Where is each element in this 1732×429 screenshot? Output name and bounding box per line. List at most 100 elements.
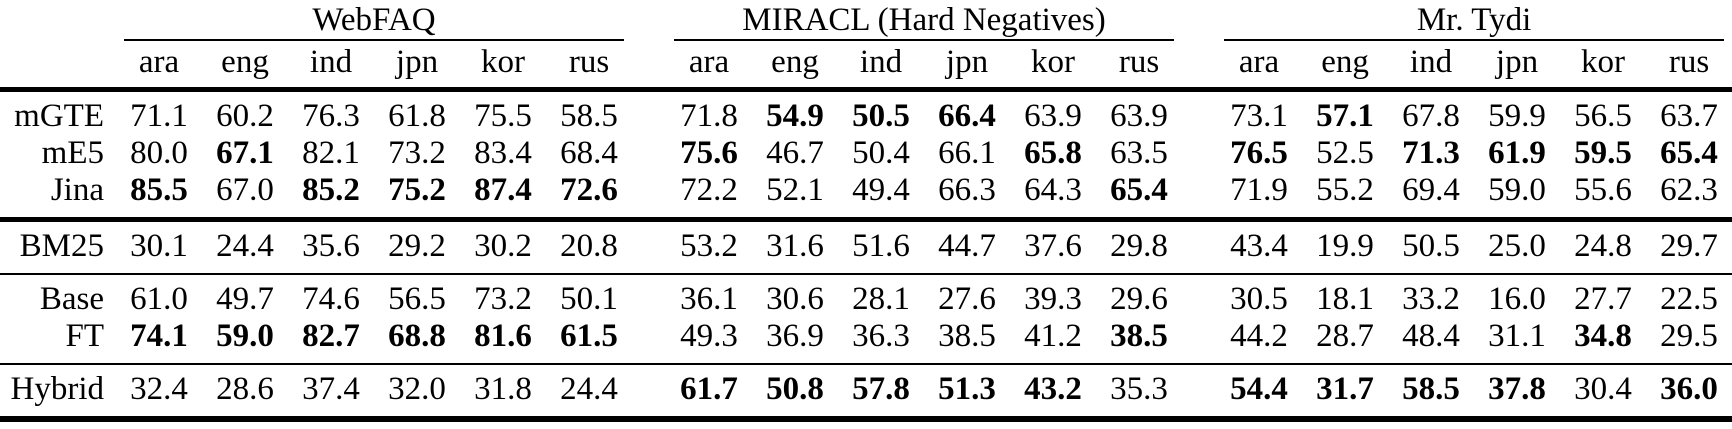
cell-base-webfaq-jpn: 56.5 — [388, 281, 446, 317]
col-header-webfaq-ind: ind — [288, 41, 374, 92]
cell-mgte-mr-tydi-kor: 56.5 — [1574, 98, 1632, 134]
cell-bm25-mr-tydi-kor: 24.8 — [1560, 219, 1647, 275]
corner-cell — [0, 1, 116, 41]
group-title-mr-tydi: Mr. Tydi — [1216, 1, 1732, 41]
col-header-webfaq-jpn: jpn — [374, 41, 460, 92]
cell-me5-miracl-hard-negatives-rus: 63.5 — [1110, 135, 1168, 171]
col-header-mr-tydi-jpn: jpn — [1474, 41, 1561, 92]
cell-base-webfaq-kor: 73.2 — [474, 281, 532, 317]
cell-ft-mr-tydi-ind: 48.4 — [1388, 318, 1475, 365]
group-gap — [632, 219, 666, 275]
cell-hybrid-miracl-hard-negatives-rus: 35.3 — [1096, 364, 1183, 422]
cell-me5-webfaq-ind: 82.1 — [302, 135, 360, 171]
section-multilingual-dense-retrievers: mGTE 71.1 60.2 76.3 61.8 75.5 58.5 71.8 54.9 50.5… — [0, 90, 1732, 222]
cell-mgte-mr-tydi-jpn: 59.9 — [1488, 98, 1546, 134]
cell-jina-miracl-hard-negatives-ind: 49.4 — [838, 172, 924, 222]
cell-jina-miracl-hard-negatives-kor: 64.3 — [1010, 172, 1096, 222]
cell-jina-miracl-hard-negatives-eng: 52.1 — [752, 172, 838, 222]
row-label-me5: mE5 — [41, 135, 104, 171]
cell-hybrid-miracl-hard-negatives-ind: 57.8 — [838, 364, 924, 422]
cell-ft-mr-tydi-ara: 44.2 — [1216, 318, 1303, 365]
cell-base-webfaq-rus: 50.1 — [560, 281, 618, 317]
cell-jina-mr-tydi-jpn: 59.0 — [1474, 172, 1561, 222]
col-header-miracl-hard-negatives-kor: kor — [1010, 41, 1096, 92]
cell-jina-miracl-hard-negatives-ara: 72.2 — [666, 172, 752, 222]
row-label-bm25: BM25 — [0, 219, 116, 275]
cell-mgte-miracl-hard-negatives-jpn: 66.4 — [938, 98, 996, 134]
cell-ft-webfaq-eng: 59.0 — [202, 318, 288, 365]
cell-ft-miracl-hard-negatives-ara: 49.3 — [666, 318, 752, 365]
row-label-ft: FT — [0, 318, 116, 365]
cell-hybrid-webfaq-kor: 31.8 — [460, 364, 546, 422]
cell-jina-mr-tydi-eng: 55.2 — [1302, 172, 1389, 222]
col-header-mr-tydi-ind: ind — [1388, 41, 1475, 92]
cell-me5-mr-tydi-rus: 65.4 — [1660, 135, 1718, 171]
cell-bm25-miracl-hard-negatives-kor: 37.6 — [1010, 219, 1096, 275]
cell-ft-miracl-hard-negatives-eng: 36.9 — [752, 318, 838, 365]
cell-bm25-webfaq-ind: 35.6 — [288, 219, 374, 275]
cell-jina-mr-tydi-kor: 55.6 — [1560, 172, 1647, 222]
table-row-bm25: BM25 30.1 24.4 35.6 29.2 30.2 20.8 53.2 31.6 51.6… — [0, 219, 1732, 275]
cell-base-mr-tydi-ind: 33.2 — [1402, 281, 1460, 317]
cell-bm25-webfaq-kor: 30.2 — [460, 219, 546, 275]
col-header-webfaq-rus: rus — [546, 41, 632, 92]
group-gap — [632, 364, 666, 422]
cell-bm25-mr-tydi-jpn: 25.0 — [1474, 219, 1561, 275]
cell-mgte-mr-tydi-rus: 63.7 — [1660, 98, 1718, 134]
col-header-miracl-hard-negatives-eng: eng — [752, 41, 838, 92]
row-label-jina: Jina — [0, 172, 116, 222]
table-row-me5: mE5 80.0 67.1 82.1 73.2 83.4 68.4 75.6 46.7 50.4 6… — [0, 135, 1732, 172]
cell-jina-webfaq-eng: 67.0 — [202, 172, 288, 222]
section-base-and-finetuned: Base 61.0 49.7 74.6 56.5 73.2 50.1 36.1 30.6 28.1… — [0, 274, 1732, 365]
cell-ft-mr-tydi-rus: 29.5 — [1646, 318, 1732, 365]
cell-base-miracl-hard-negatives-rus: 29.6 — [1110, 281, 1168, 317]
cell-mgte-miracl-hard-negatives-eng: 54.9 — [766, 98, 824, 134]
table-row-mgte: mGTE 71.1 60.2 76.3 61.8 75.5 58.5 71.8 54.9 50.5… — [0, 90, 1732, 136]
cell-ft-mr-tydi-kor: 34.8 — [1560, 318, 1647, 365]
cell-me5-mr-tydi-ara: 76.5 — [1230, 135, 1288, 171]
cell-bm25-webfaq-rus: 20.8 — [546, 219, 632, 275]
cell-me5-mr-tydi-eng: 52.5 — [1316, 135, 1374, 171]
cell-mgte-miracl-hard-negatives-kor: 63.9 — [1024, 98, 1082, 134]
cell-base-webfaq-ind: 74.6 — [302, 281, 360, 317]
group-gap — [1182, 274, 1216, 318]
col-header-mr-tydi-eng: eng — [1302, 41, 1389, 92]
col-header-webfaq-eng: eng — [202, 41, 288, 92]
cell-me5-mr-tydi-kor: 59.5 — [1574, 135, 1632, 171]
cell-hybrid-mr-tydi-jpn: 37.8 — [1474, 364, 1561, 422]
cell-ft-webfaq-jpn: 68.8 — [374, 318, 460, 365]
cell-hybrid-webfaq-ind: 37.4 — [288, 364, 374, 422]
cell-base-webfaq-eng: 49.7 — [216, 281, 274, 317]
group-gap — [632, 41, 666, 92]
section-bm25-baseline: BM25 30.1 24.4 35.6 29.2 30.2 20.8 53.2 31.6 51.6… — [0, 219, 1732, 275]
cell-hybrid-miracl-hard-negatives-jpn: 51.3 — [924, 364, 1010, 422]
group-gap — [632, 90, 666, 136]
cell-hybrid-mr-tydi-ara: 54.4 — [1216, 364, 1303, 422]
table-header: WebFAQ MIRACL (Hard Negatives) Mr. Tydi ara… — [0, 1, 1732, 92]
group-gap — [1182, 219, 1217, 275]
cell-mgte-webfaq-rus: 58.5 — [560, 98, 618, 134]
group-gap — [632, 274, 666, 318]
cell-ft-miracl-hard-negatives-rus: 38.5 — [1096, 318, 1183, 365]
col-header-miracl-hard-negatives-ara: ara — [666, 41, 752, 92]
section-hybrid: Hybrid 32.4 28.6 37.4 32.0 31.8 24.4 61.7 50.8 57… — [0, 364, 1732, 422]
cell-hybrid-webfaq-ara: 32.4 — [116, 364, 202, 422]
cell-mgte-mr-tydi-eng: 57.1 — [1316, 98, 1374, 134]
cell-ft-miracl-hard-negatives-jpn: 38.5 — [924, 318, 1010, 365]
cell-mgte-miracl-hard-negatives-ind: 50.5 — [852, 98, 910, 134]
cell-mgte-webfaq-kor: 75.5 — [474, 98, 532, 134]
cell-hybrid-mr-tydi-ind: 58.5 — [1388, 364, 1475, 422]
table-row-hybrid: Hybrid 32.4 28.6 37.4 32.0 31.8 24.4 61.7 50.8 57… — [0, 364, 1732, 422]
group-gap — [1182, 364, 1217, 422]
cell-base-miracl-hard-negatives-kor: 39.3 — [1024, 281, 1082, 317]
group-gap — [632, 135, 666, 172]
cell-jina-webfaq-ind: 85.2 — [288, 172, 374, 222]
table-row-base: Base 61.0 49.7 74.6 56.5 73.2 50.1 36.1 30.6 28.1… — [0, 274, 1732, 318]
cell-base-miracl-hard-negatives-ind: 28.1 — [852, 281, 910, 317]
cell-me5-miracl-hard-negatives-kor: 65.8 — [1024, 135, 1082, 171]
cell-ft-webfaq-kor: 81.6 — [460, 318, 546, 365]
cell-bm25-mr-tydi-ind: 50.5 — [1388, 219, 1475, 275]
group-gap — [1182, 318, 1217, 365]
col-header-miracl-hard-negatives-ind: ind — [838, 41, 924, 92]
cell-bm25-miracl-hard-negatives-ind: 51.6 — [838, 219, 924, 275]
